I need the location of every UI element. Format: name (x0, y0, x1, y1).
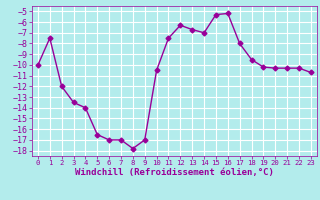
X-axis label: Windchill (Refroidissement éolien,°C): Windchill (Refroidissement éolien,°C) (75, 168, 274, 177)
